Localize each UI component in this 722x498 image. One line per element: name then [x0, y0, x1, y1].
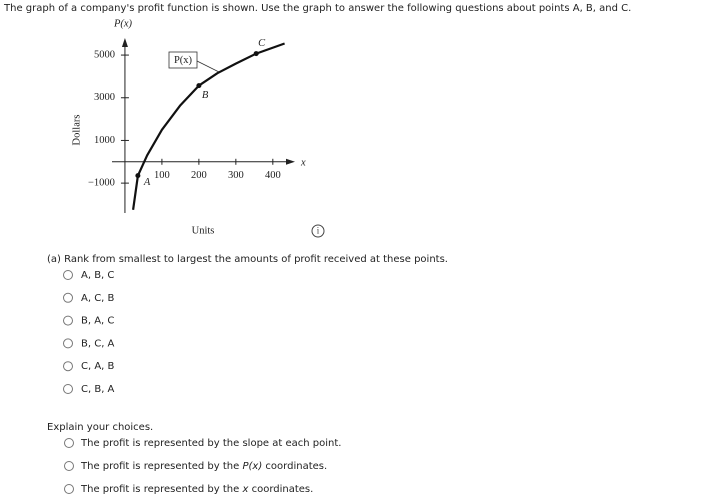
option-label: The profit is represented by the P(x) co…	[80, 461, 327, 472]
option-text-part: The profit is represented by the slope a…	[80, 438, 341, 449]
info-icon[interactable]: i	[311, 224, 325, 238]
option-label: B, A, C	[81, 316, 114, 327]
curve-label-pointer	[196, 60, 220, 73]
explain-prompt: Explain your choices.	[47, 422, 153, 433]
option-label: B, C, A	[81, 338, 115, 349]
svg-text:i: i	[317, 226, 320, 236]
option-label: A, B, C	[81, 270, 114, 281]
option-label: The profit is represented by the slope a…	[80, 438, 341, 449]
radio-button[interactable]	[64, 484, 74, 494]
x-tick-label: 100	[154, 170, 170, 181]
header: The graph of a company's profit function…	[3, 3, 631, 14]
radio-button[interactable]	[63, 361, 73, 372]
option-text-part: coordinates.	[262, 461, 327, 472]
y-axis-arrow	[121, 38, 128, 47]
x-tick-label: 200	[191, 170, 207, 181]
radio-button[interactable]	[63, 338, 73, 349]
option-label: C, A, B	[81, 361, 115, 372]
curve-label: P(x)	[174, 55, 193, 66]
y-tick-label: 1000	[94, 135, 115, 146]
radio-button[interactable]	[64, 461, 74, 471]
x-label: x	[300, 157, 306, 168]
profit-curve	[132, 42, 285, 210]
option-label: The profit is represented by the x coord…	[80, 484, 313, 495]
y-label: P(x)	[113, 18, 133, 29]
radio-button[interactable]	[63, 384, 73, 394]
question-a-prompt: (a) Rank from smallest to largest the am…	[47, 254, 448, 265]
point-label: C	[258, 38, 266, 49]
y-tick-label: −1000	[88, 178, 115, 189]
point	[135, 173, 141, 179]
option-text-part: coordinates.	[248, 484, 313, 495]
option-text-part: The profit is represented by the	[80, 484, 242, 495]
point-label: A	[143, 177, 151, 188]
y-title: Dollars	[71, 115, 82, 146]
x-title: Units	[192, 225, 215, 236]
radio-button[interactable]	[63, 270, 73, 280]
point	[196, 83, 202, 89]
x-tick-label: 300	[228, 170, 244, 181]
y-tick-label: 5000	[94, 49, 115, 60]
point	[253, 51, 259, 57]
option-text-part: P(x)	[242, 461, 262, 472]
point-label: B	[202, 90, 209, 101]
radio-button[interactable]	[64, 438, 74, 448]
radio-button[interactable]	[63, 315, 73, 326]
curve-label-box	[168, 51, 198, 69]
x-axis-arrow	[286, 158, 295, 165]
x-tick-label: 400	[265, 170, 281, 181]
radio-button[interactable]	[63, 292, 73, 303]
option-text-part: x	[241, 484, 248, 495]
option-label: A, C, B	[81, 293, 115, 304]
option-label: C, B, A	[81, 384, 115, 395]
y-tick-label: 3000	[94, 92, 115, 103]
option-text-part: The profit is represented by the	[80, 461, 242, 472]
